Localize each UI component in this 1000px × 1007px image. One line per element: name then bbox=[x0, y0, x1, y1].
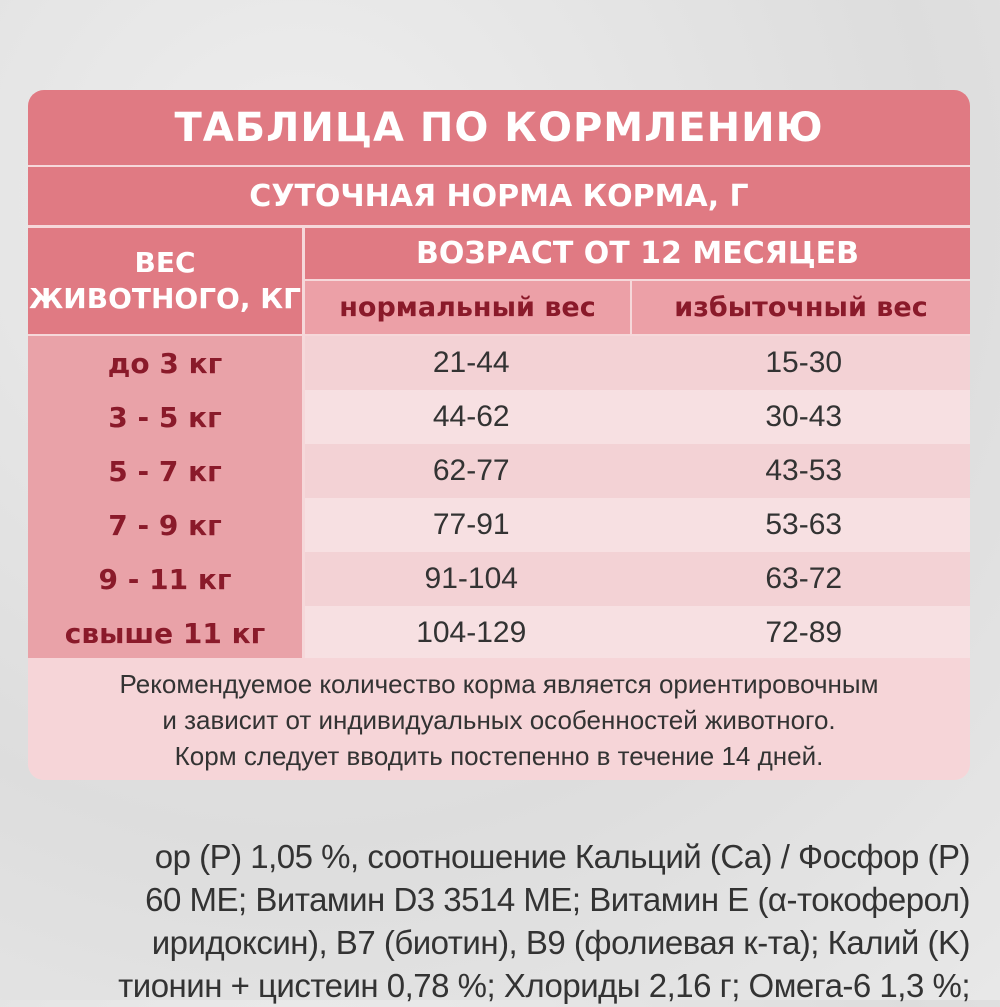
column-header-normal: нормальный вес bbox=[305, 281, 630, 334]
weight-cell: свыше 11 кг bbox=[28, 606, 302, 660]
weight-cell: 5 - 7 кг bbox=[28, 444, 302, 498]
table-row: 5 - 7 кг 62-77 43-53 bbox=[28, 444, 970, 498]
weight-cell: 3 - 5 кг bbox=[28, 390, 302, 444]
note-line: и зависит от индивидуальных особенностей… bbox=[162, 705, 836, 735]
table-subtitle: СУТОЧНАЯ НОРМА КОРМА, Г bbox=[28, 167, 970, 225]
weight-cell: 7 - 9 кг bbox=[28, 498, 302, 552]
composition-line: иридоксин), B7 (биотин), B9 (фолиевая к-… bbox=[151, 924, 971, 961]
table-row: 7 - 9 кг 77-91 53-63 bbox=[28, 498, 970, 552]
overweight-cell: 72-89 bbox=[637, 606, 970, 660]
normal-weight-cell: 44-62 bbox=[305, 390, 638, 444]
weight-cell: до 3 кг bbox=[28, 336, 302, 390]
weight-header: ВЕС ЖИВОТНОГО, КГ bbox=[28, 228, 302, 334]
composition-line: 60 МЕ; Витамин D3 3514 МЕ; Витамин Е (α-… bbox=[145, 881, 970, 918]
normal-weight-cell: 77-91 bbox=[305, 498, 638, 552]
overweight-cell: 43-53 bbox=[637, 444, 970, 498]
table-row: свыше 11 кг 104-129 72-89 bbox=[28, 606, 970, 660]
note-line: Рекомендуемое количество корма является … bbox=[119, 669, 879, 699]
feeding-table: ТАБЛИЦА ПО КОРМЛЕНИЮ СУТОЧНАЯ НОРМА КОРМ… bbox=[28, 90, 970, 780]
age-header: ВОЗРАСТ ОТ 12 МЕСЯЦЕВ bbox=[305, 228, 970, 279]
note-line: Корм следует вводить постепенно в течени… bbox=[174, 741, 824, 771]
table-row: 3 - 5 кг 44-62 30-43 bbox=[28, 390, 970, 444]
composition-text: ор (P) 1,05 %, соотношение Кальций (Ca) … bbox=[0, 835, 1000, 1007]
weight-cell: 9 - 11 кг bbox=[28, 552, 302, 606]
overweight-cell: 63-72 bbox=[637, 552, 970, 606]
composition-line: ор (P) 1,05 %, соотношение Кальций (Ca) … bbox=[154, 838, 971, 875]
composition-line: тионин + цистеин 0,78 %; Хлориды 2,16 г;… bbox=[118, 967, 970, 1004]
overweight-cell: 30-43 bbox=[637, 390, 970, 444]
table-row: до 3 кг 21-44 15-30 bbox=[28, 336, 970, 390]
normal-weight-cell: 91-104 bbox=[305, 552, 638, 606]
feeding-note: Рекомендуемое количество корма является … bbox=[28, 658, 970, 780]
normal-weight-cell: 21-44 bbox=[305, 336, 638, 390]
column-header-overweight: избыточный вес bbox=[632, 281, 970, 334]
overweight-cell: 53-63 bbox=[637, 498, 970, 552]
table-title: ТАБЛИЦА ПО КОРМЛЕНИЮ bbox=[28, 90, 970, 165]
normal-weight-cell: 104-129 bbox=[305, 606, 638, 660]
table-row: 9 - 11 кг 91-104 63-72 bbox=[28, 552, 970, 606]
overweight-cell: 15-30 bbox=[637, 336, 970, 390]
normal-weight-cell: 62-77 bbox=[305, 444, 638, 498]
